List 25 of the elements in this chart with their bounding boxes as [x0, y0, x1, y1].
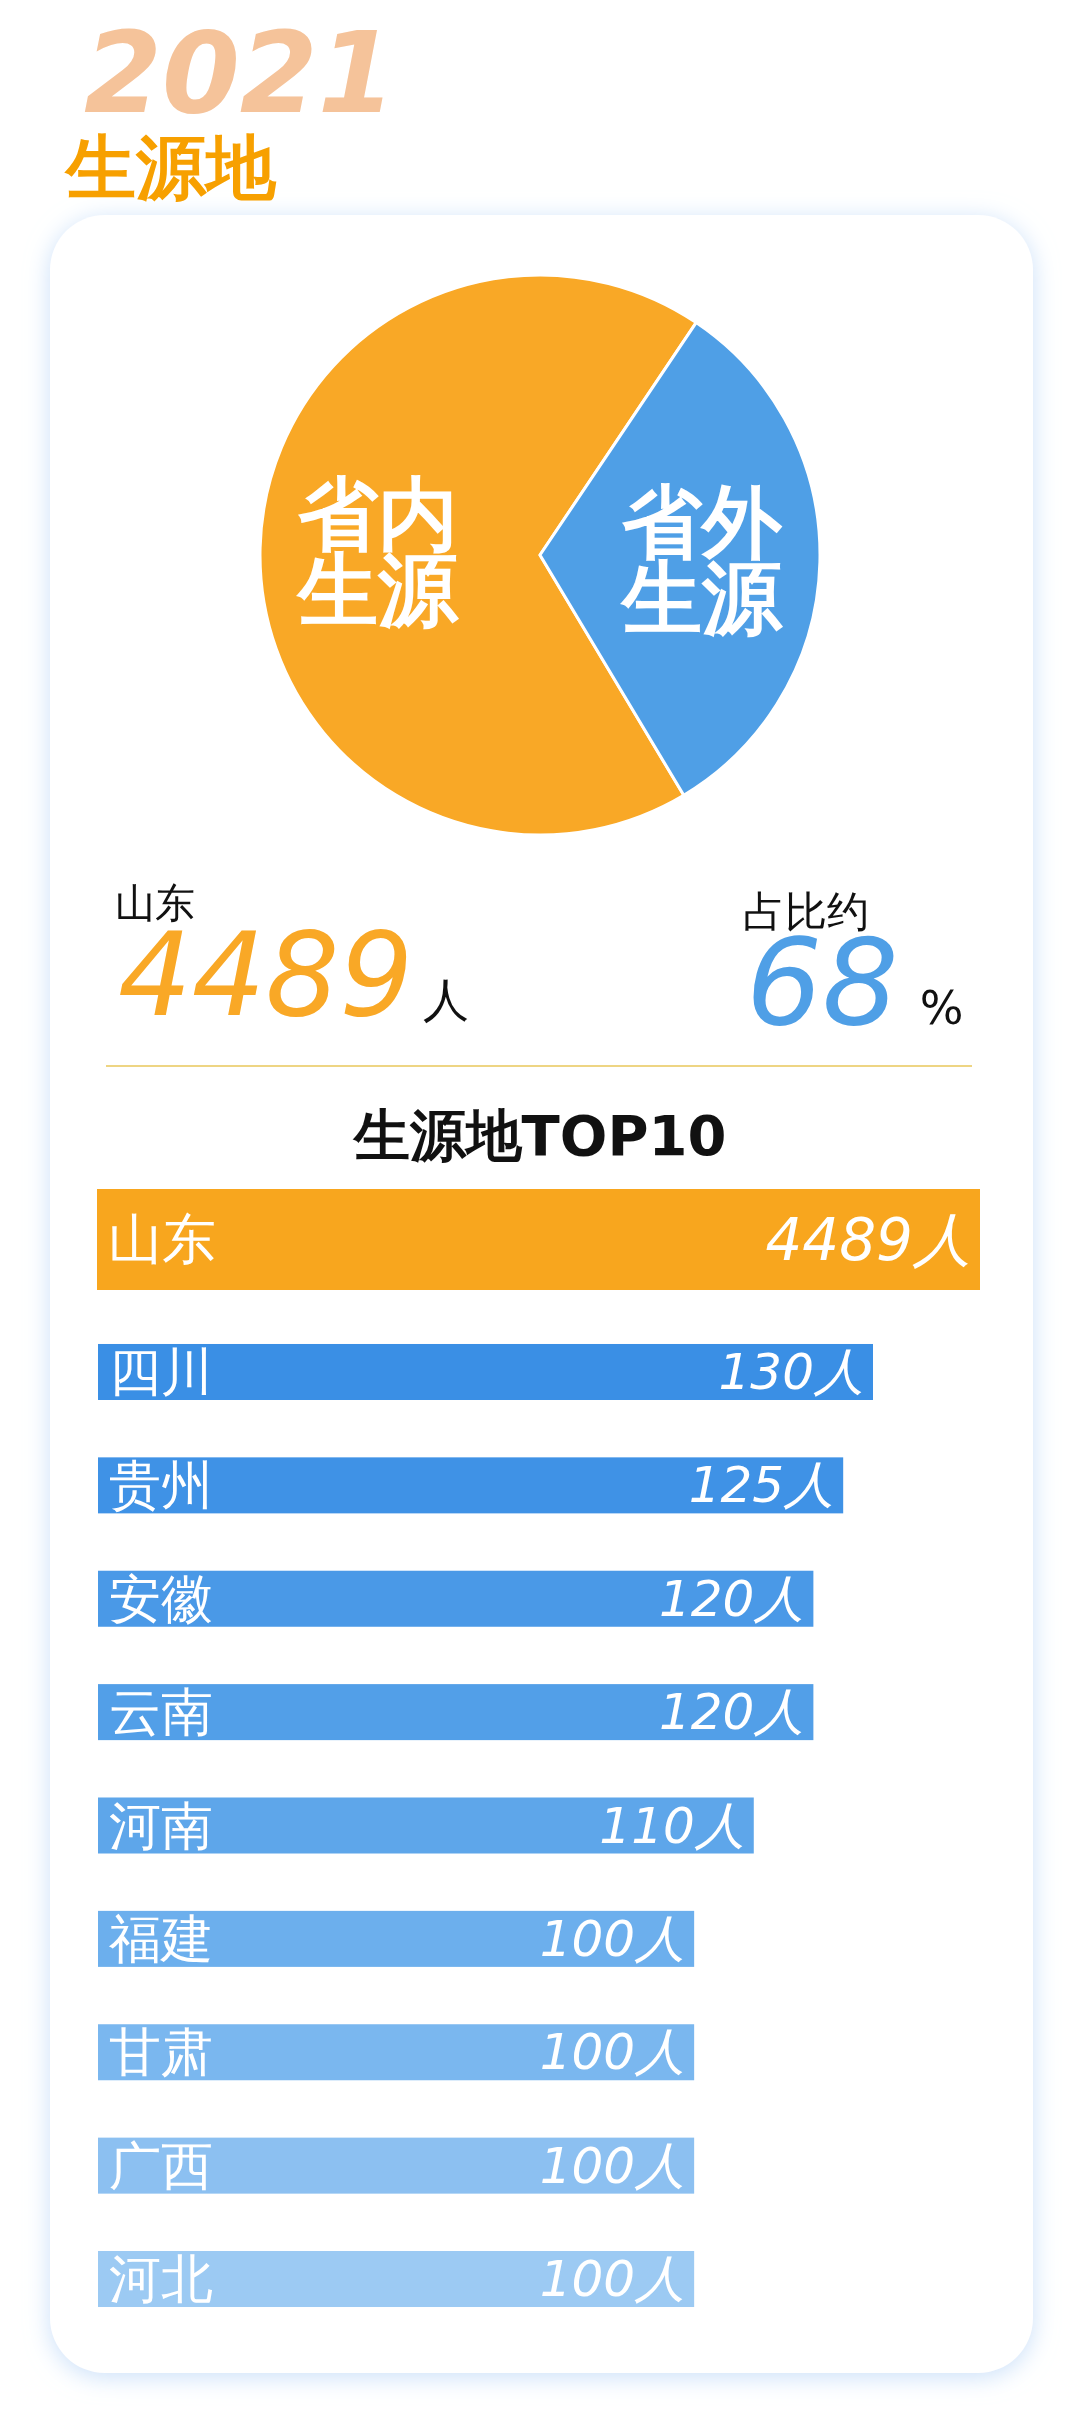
slice-label: 省内生源 [295, 467, 459, 637]
data-label: 120人 [658, 1569, 805, 1628]
y-tick-label: 云南 [109, 1682, 213, 1743]
data-label: 4489人 [765, 1205, 971, 1274]
data-label: 100人 [539, 2136, 686, 2195]
y-tick-label: 甘肃 [109, 2022, 213, 2083]
y-tick-label: 广西 [109, 2135, 213, 2196]
data-label: 100人 [539, 2250, 686, 2309]
slice-label: 省外生源 [620, 476, 784, 646]
data-label: 100人 [539, 1909, 686, 1968]
text: 生源地TOP10 [351, 1103, 727, 1168]
text: % [919, 981, 964, 1035]
y-tick-label: 安徽 [109, 1568, 213, 1629]
y-tick-label: 福建 [109, 1908, 213, 1969]
data-label: 130人 [718, 1342, 864, 1401]
data-label: 125人 [688, 1456, 835, 1515]
text: 人 [423, 973, 470, 1027]
y-tick-label: 山东 [108, 1208, 216, 1271]
y-tick-label: 四川 [109, 1341, 213, 1402]
y-tick-label: 河南 [109, 1795, 213, 1856]
data-label: 120人 [658, 1683, 805, 1742]
data-label: 100人 [539, 2023, 686, 2082]
data-label: 110人 [599, 1796, 745, 1855]
y-tick-label: 贵州 [109, 1455, 213, 1516]
y-tick-label: 河北 [109, 2249, 213, 2310]
